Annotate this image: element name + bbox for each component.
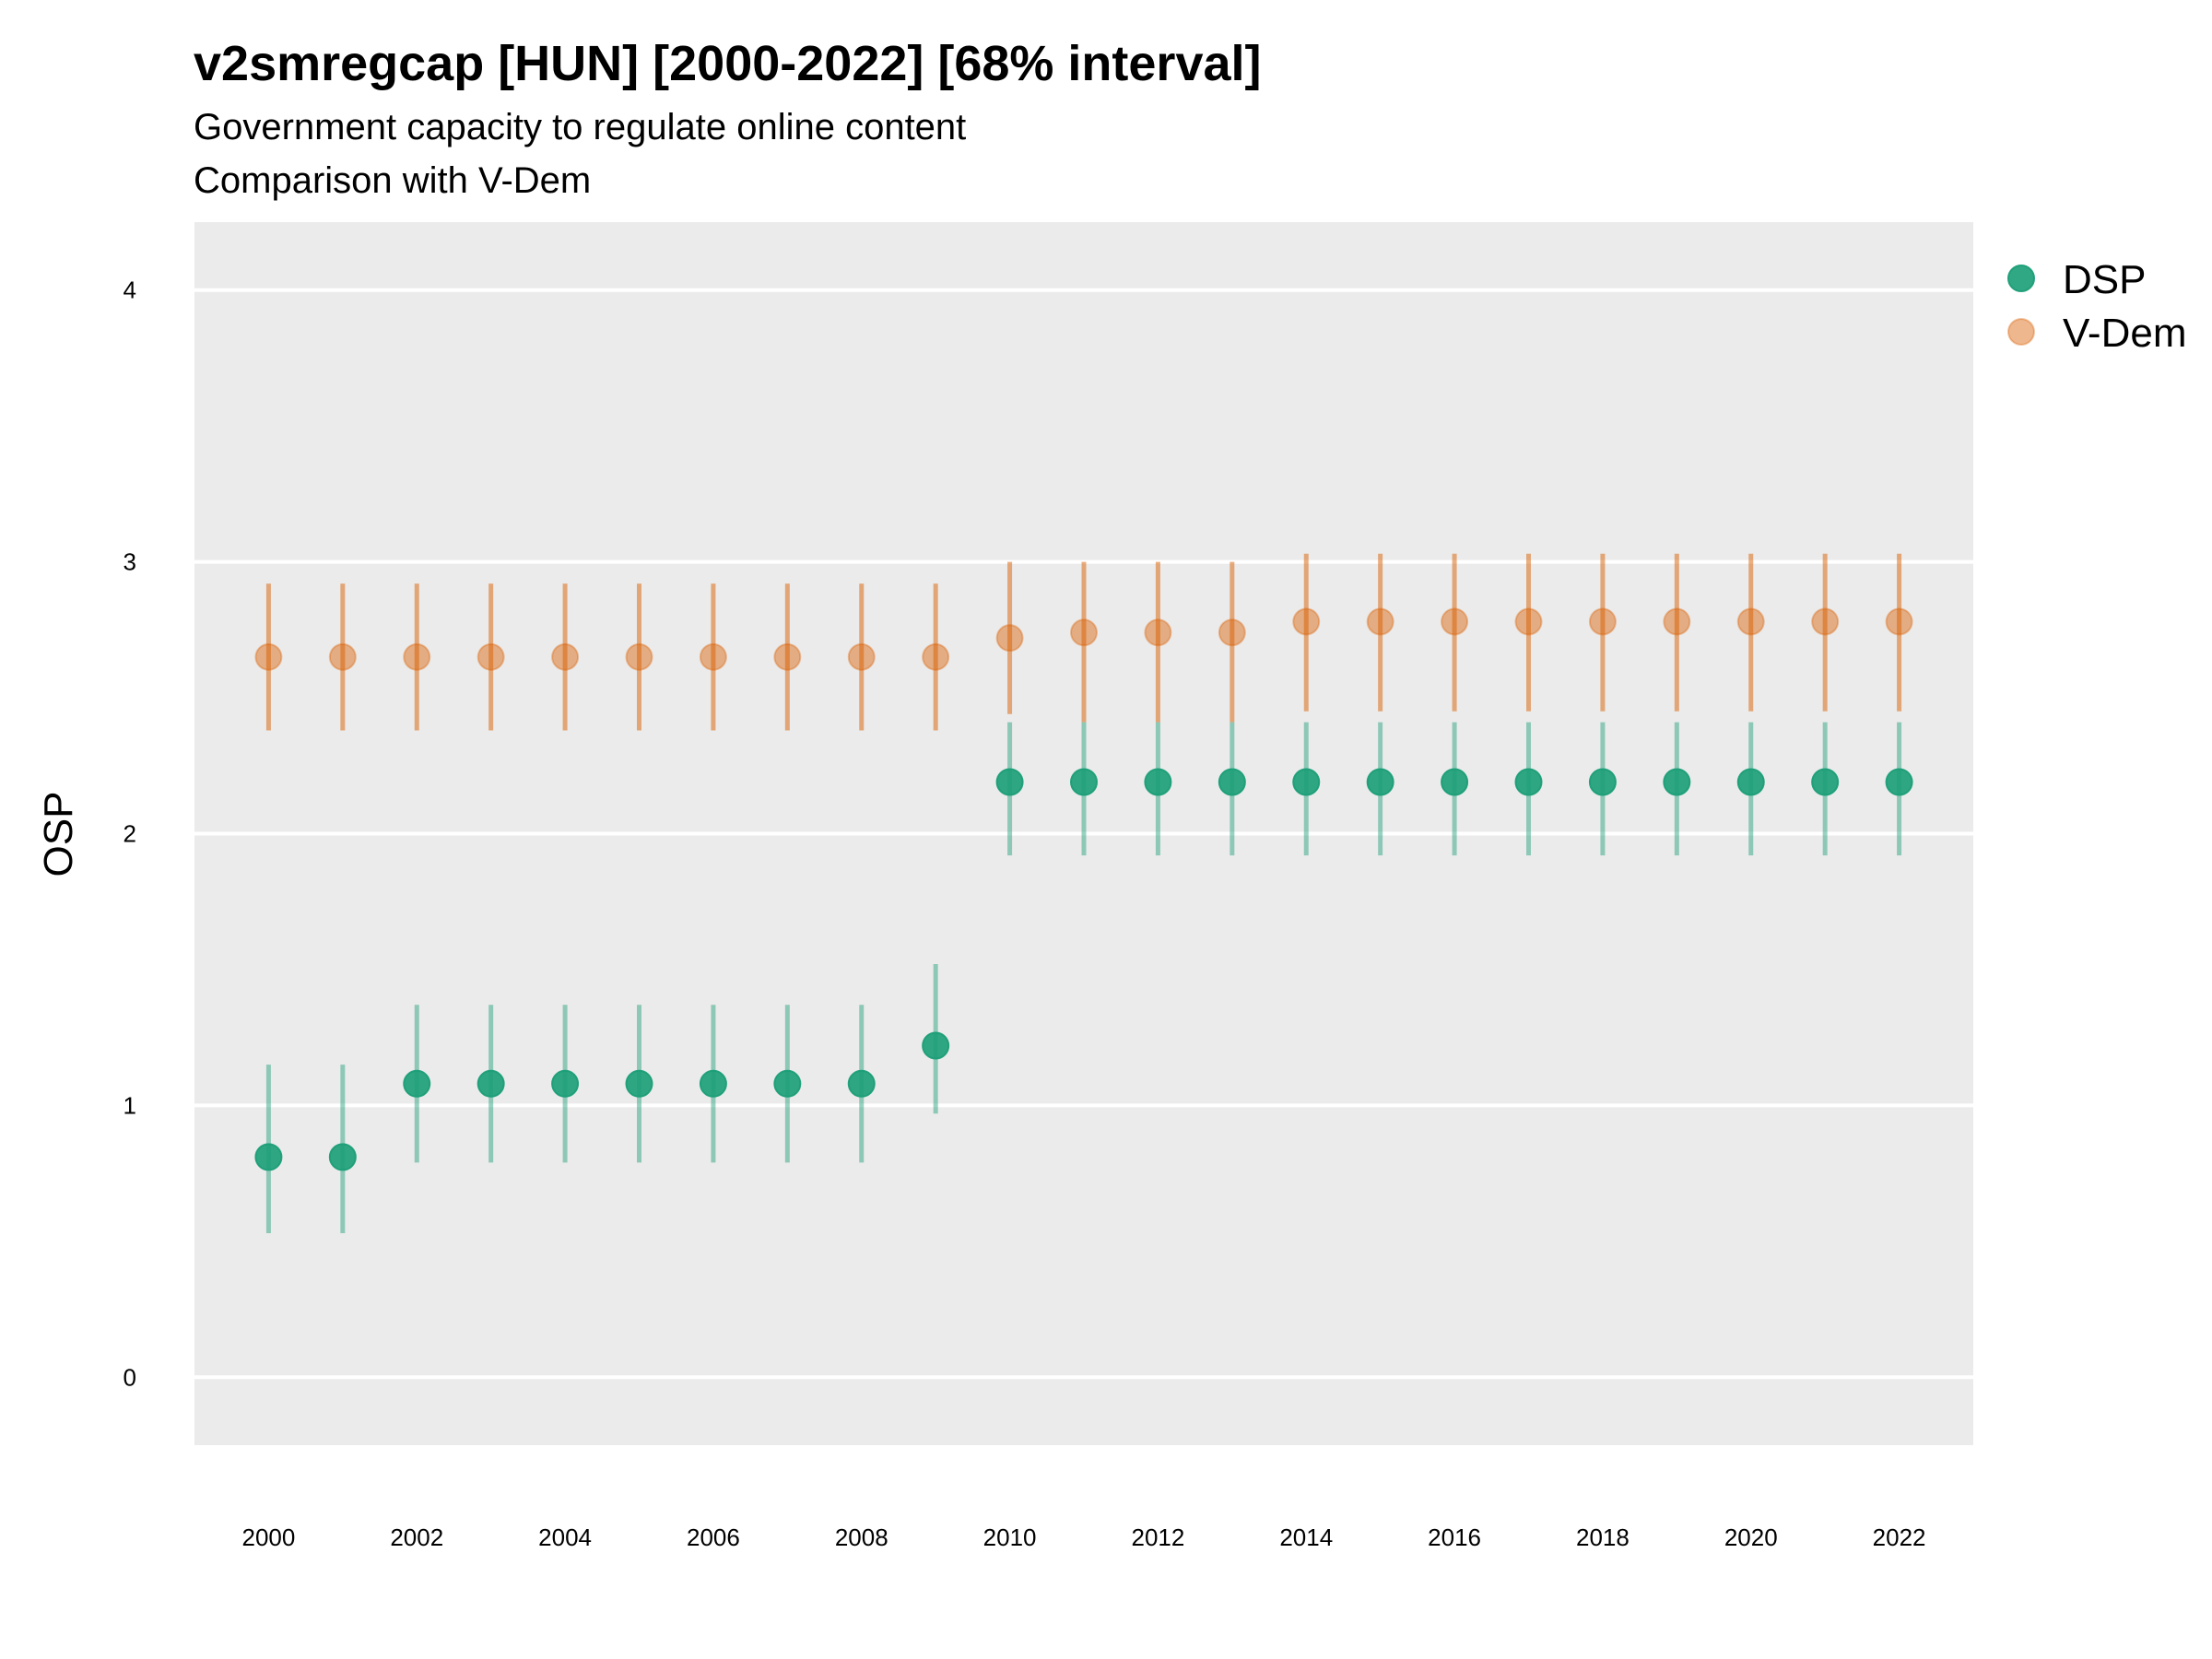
point-dsp	[1663, 768, 1691, 796]
point-dsp	[1811, 768, 1840, 796]
point-vdem	[1514, 607, 1543, 636]
point-dsp	[1070, 768, 1098, 796]
point-vdem	[551, 642, 580, 671]
legend: DSP V-Dem	[2007, 257, 2186, 356]
point-vdem	[1218, 618, 1246, 647]
point-dsp	[995, 768, 1024, 796]
point-vdem	[1441, 607, 1469, 636]
y-tick-label: 1	[124, 1091, 136, 1119]
point-dsp	[625, 1069, 653, 1098]
y-tick-labels: 0 1 2 3 4	[124, 276, 136, 1392]
point-vdem	[1070, 618, 1098, 647]
point-dsp	[1292, 768, 1321, 796]
point-vdem	[847, 642, 876, 671]
point-dsp	[254, 1143, 283, 1171]
point-vdem	[1366, 607, 1394, 636]
point-vdem	[773, 642, 802, 671]
point-dsp	[1366, 768, 1394, 796]
point-dsp	[551, 1069, 580, 1098]
point-vdem	[995, 624, 1024, 653]
x-tick-label: 2022	[1873, 1524, 1926, 1551]
x-tick-label: 2004	[538, 1524, 592, 1551]
point-dsp	[1514, 768, 1543, 796]
point-dsp	[1736, 768, 1765, 796]
legend-label-dsp: DSP	[2063, 257, 2146, 302]
y-axis-label: OSP	[36, 792, 81, 877]
y-tick-label: 4	[124, 276, 136, 304]
legend-key-vdem	[2007, 318, 2035, 346]
point-vdem	[625, 642, 653, 671]
y-tick-label: 0	[124, 1363, 136, 1391]
point-dsp	[1144, 768, 1172, 796]
x-tick-label: 2020	[1724, 1524, 1778, 1551]
point-vdem	[699, 642, 727, 671]
point-dsp	[328, 1143, 357, 1171]
legend-key-dsp	[2007, 265, 2035, 292]
x-tick-labels: 2000 2002 2004 2006 2008 2010 2012 2014 2016 2018…	[241, 1524, 1925, 1551]
point-vdem	[1144, 618, 1172, 647]
point-dsp	[403, 1069, 431, 1098]
x-tick-label: 2018	[1576, 1524, 1630, 1551]
point-dsp	[847, 1069, 876, 1098]
point-vdem	[1292, 607, 1321, 636]
point-vdem	[1736, 607, 1765, 636]
y-tick-label: 2	[124, 820, 136, 848]
point-vdem	[477, 642, 505, 671]
data-points	[254, 607, 1913, 1171]
point-vdem	[328, 642, 357, 671]
x-tick-label: 2000	[241, 1524, 295, 1551]
chart-subtitle-comparison: Comparison with V-Dem	[194, 160, 592, 201]
point-vdem	[1663, 607, 1691, 636]
y-tick-label: 3	[124, 548, 136, 576]
x-tick-label: 2010	[983, 1524, 1037, 1551]
chart-title: v2smregcap [HUN] [2000-2022] [68% interv…	[194, 36, 1262, 91]
point-dsp	[922, 1031, 950, 1060]
point-dsp	[699, 1069, 727, 1098]
point-dsp	[1885, 768, 1913, 796]
point-vdem	[1588, 607, 1617, 636]
point-dsp	[1218, 768, 1246, 796]
x-tick-label: 2016	[1428, 1524, 1481, 1551]
point-dsp	[773, 1069, 802, 1098]
x-tick-label: 2014	[1279, 1524, 1333, 1551]
point-dsp	[477, 1069, 505, 1098]
point-vdem	[1811, 607, 1840, 636]
point-dsp	[1588, 768, 1617, 796]
legend-label-vdem: V-Dem	[2063, 311, 2186, 356]
x-tick-label: 2002	[390, 1524, 443, 1551]
x-tick-label: 2006	[687, 1524, 740, 1551]
point-dsp	[1441, 768, 1469, 796]
point-vdem	[403, 642, 431, 671]
chart-subtitle: Government capacity to regulate online c…	[194, 107, 967, 147]
point-vdem	[922, 642, 950, 671]
x-tick-label: 2008	[835, 1524, 888, 1551]
x-tick-label: 2012	[1131, 1524, 1184, 1551]
point-vdem	[1885, 607, 1913, 636]
point-vdem	[254, 642, 283, 671]
